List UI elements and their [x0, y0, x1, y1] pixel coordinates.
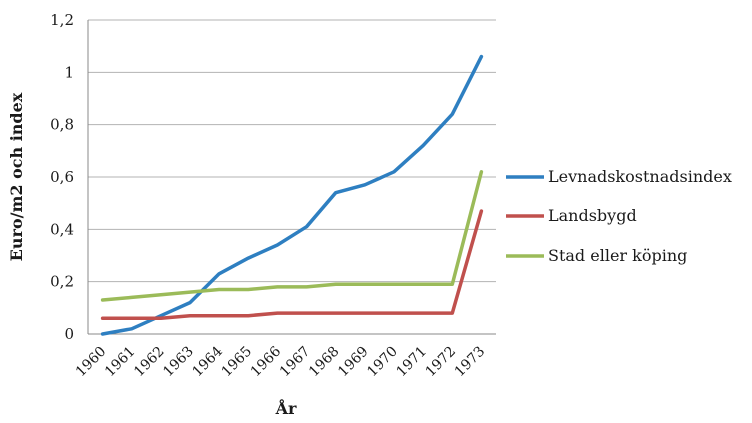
x-tick-label: 1965 [219, 344, 256, 381]
x-tick-label: 1964 [189, 343, 226, 380]
y-tick-label: 0 [64, 325, 74, 343]
legend-label-0: Levnadskostnadsindex [548, 167, 732, 186]
legend: Levnadskostnadsindex Landsbygd Stad eller … [506, 167, 732, 265]
x-tick-label: 1962 [131, 344, 168, 381]
y-tick-label: 1,2 [50, 11, 74, 29]
y-tick-label: 0,4 [50, 220, 74, 238]
x-tick-label: 1963 [160, 344, 197, 381]
series-lines [100, 54, 484, 336]
x-tick-label: 1969 [335, 344, 372, 381]
legend-label-2: Stad eller köping [548, 246, 687, 265]
x-tick-label: 1967 [277, 344, 314, 381]
x-tick-label: 1960 [73, 344, 110, 381]
x-tick-label: 1971 [393, 344, 430, 381]
x-tick-label: 1966 [248, 343, 285, 380]
gridlines [87, 19, 496, 335]
x-tick-label: 1970 [364, 344, 401, 381]
y-tick-label: 1 [64, 63, 74, 81]
y-tick-label: 0,2 [50, 273, 74, 291]
x-tick-labels: 1960196119621963196419651966196719681969… [73, 343, 488, 380]
y-tick-labels: 0 0,2 0,4 0,6 0,8 1 1,2 [50, 11, 74, 343]
x-tick-label: 1973 [452, 344, 489, 381]
series-line-0 [100, 54, 484, 336]
x-axis-title: År [275, 397, 297, 418]
x-tick-label: 1961 [102, 344, 139, 381]
x-tick-label: 1968 [306, 344, 343, 381]
legend-label-1: Landsbygd [548, 206, 637, 225]
x-tick-label: 1972 [423, 344, 460, 381]
series-line-2 [100, 170, 484, 302]
y-tick-label: 0,8 [50, 116, 74, 134]
y-tick-label: 0,6 [50, 168, 74, 186]
series-line-1 [100, 209, 484, 321]
y-axis-title: Euro/m2 och index [7, 92, 26, 261]
